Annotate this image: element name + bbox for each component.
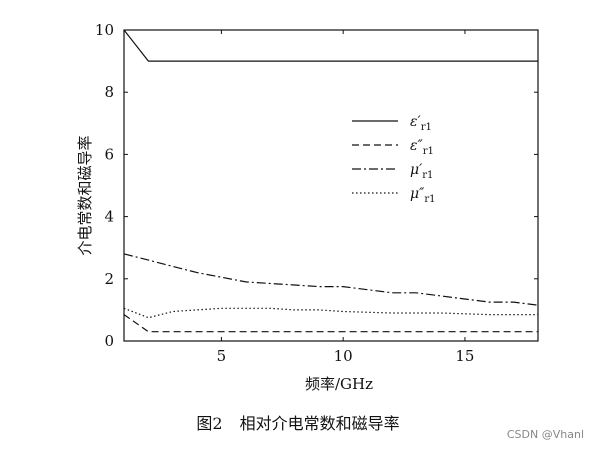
legend-label-1: ε′r1 bbox=[410, 114, 432, 133]
series-line-4 bbox=[123, 307, 538, 319]
plot-frame bbox=[123, 29, 539, 342]
y-tick-label: 10 bbox=[95, 21, 114, 39]
legend-label-3: μ′r1 bbox=[410, 162, 433, 181]
y-tick-label: 2 bbox=[104, 270, 114, 288]
x-tick-label: 15 bbox=[455, 347, 474, 365]
x-tick-label: 10 bbox=[334, 347, 353, 365]
figure-number: 图2 bbox=[196, 414, 223, 433]
y-tick-label: 6 bbox=[104, 145, 114, 163]
y-tick-label: 4 bbox=[104, 208, 114, 226]
figure-title: 相对介电常数和磁导率 bbox=[239, 414, 400, 433]
x-tick-label: 5 bbox=[217, 347, 227, 365]
y-tick-label: 0 bbox=[104, 332, 114, 350]
series-line-3 bbox=[123, 253, 539, 306]
watermark: CSDN @Vhanl bbox=[506, 428, 584, 441]
legend-label-4: μ″r1 bbox=[410, 186, 435, 205]
x-axis-title: 频率/GHz bbox=[305, 375, 373, 393]
y-tick-label: 8 bbox=[104, 83, 114, 101]
series-line-1 bbox=[123, 29, 538, 62]
chart-svg: 0 2 4 6 8 10 5 10 15 频率/GHz 介电常数和磁导率 ε′r1 ε″r1 μ′r1 μ″… bbox=[76, 21, 539, 393]
legend-label-2: ε″r1 bbox=[410, 138, 434, 157]
y-axis-title: 介电常数和磁导率 bbox=[76, 135, 94, 255]
series-line-2 bbox=[123, 314, 538, 333]
figure-caption: 图2 相对介电常数和磁导率 bbox=[0, 410, 596, 434]
